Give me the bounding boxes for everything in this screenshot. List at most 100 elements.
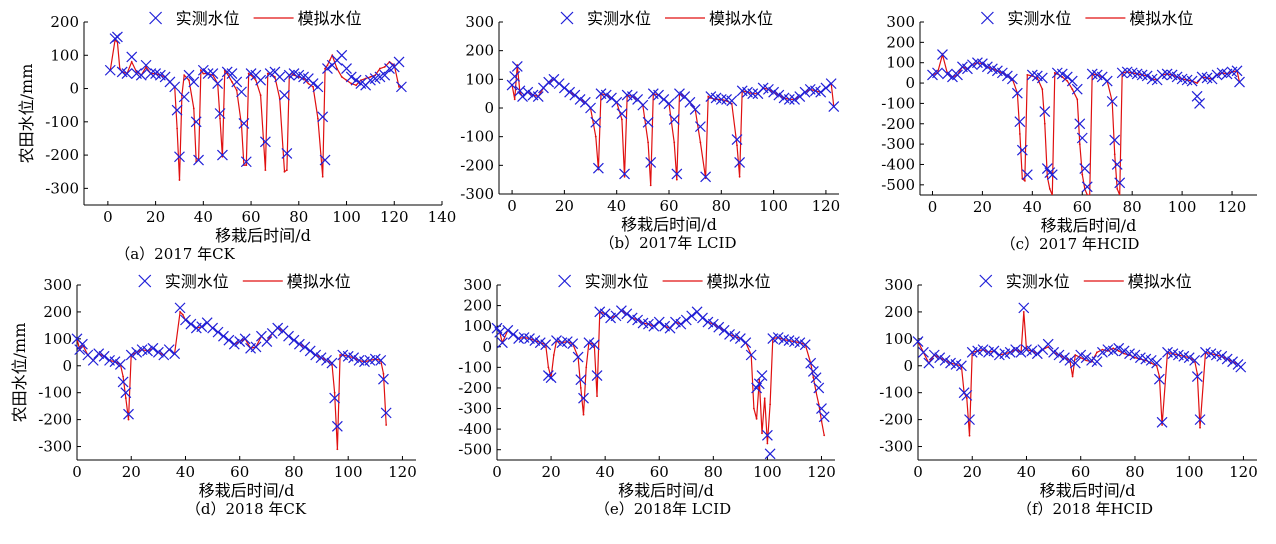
observed-point — [1153, 373, 1165, 385]
observed-point — [74, 344, 86, 356]
x-tick-label: 60 — [659, 197, 678, 215]
legend-label-simulated: 模拟水位 — [1129, 9, 1193, 28]
x-tick-label: 100 — [753, 463, 782, 481]
observed-point — [952, 69, 963, 81]
chart-panel-6: 0 20 40 60 80 100 120 -300 -200 -100 0 100 200 300 移栽后… — [879, 272, 1257, 518]
observed-point — [588, 339, 600, 351]
observed-point — [1145, 354, 1157, 366]
x-axis-label: 移栽后时间/d — [618, 481, 714, 500]
observed-point — [569, 89, 581, 101]
observed-point — [312, 81, 324, 93]
observed-point — [283, 330, 294, 342]
observed-point — [572, 351, 584, 363]
panel-caption: （d）2018 年CK — [186, 500, 307, 518]
observed-point — [825, 78, 837, 90]
observed-point — [939, 354, 951, 366]
observed-point — [1156, 416, 1168, 428]
observed-point — [1096, 71, 1108, 83]
simulated-point — [183, 74, 186, 77]
observed-point — [218, 330, 229, 342]
x-tick-label: 0 — [913, 463, 923, 481]
observed-point — [212, 78, 224, 89]
observed-point — [135, 69, 147, 81]
observed-point — [307, 78, 319, 89]
x-tick-label: 0 — [492, 463, 502, 481]
observed-point — [1141, 70, 1153, 82]
simulated-point — [181, 313, 184, 316]
observed-point — [599, 308, 611, 320]
observed-point — [393, 56, 405, 68]
simulated-point — [755, 417, 758, 420]
observed-point — [658, 93, 670, 105]
observed-point — [1109, 134, 1121, 146]
simulated-point — [127, 418, 130, 421]
observed-point — [255, 74, 267, 86]
observed-point — [1018, 302, 1030, 314]
x-tick-label: 20 — [973, 198, 992, 216]
simulated-point — [1023, 179, 1026, 182]
y-tick-label: 0 — [484, 99, 494, 117]
observed-point — [731, 134, 743, 145]
simulated-point — [1036, 77, 1039, 79]
observed-point — [120, 387, 132, 399]
observed-point — [380, 407, 392, 419]
observed-point — [145, 68, 157, 79]
observed-point — [961, 389, 973, 401]
simulated-point — [1018, 133, 1021, 135]
x-tick-label: 80 — [704, 463, 723, 481]
observed-point — [279, 89, 290, 101]
observed-point — [820, 82, 832, 94]
observed-point — [217, 149, 228, 161]
observed-point — [745, 349, 757, 361]
x-tick-label: 40 — [176, 463, 195, 481]
simulated-point — [176, 127, 178, 130]
observed-point — [574, 93, 586, 105]
x-tick-label: 0 — [507, 197, 517, 215]
observed-point — [202, 68, 214, 79]
observed-point — [1066, 75, 1078, 87]
observed-point — [977, 344, 989, 356]
observed-point — [917, 346, 929, 358]
observed-point — [1021, 169, 1033, 181]
observed-point — [1183, 352, 1195, 364]
simulated-point — [231, 80, 233, 83]
observed-point — [1194, 97, 1206, 109]
panel-caption: （a）2017 年CK — [115, 245, 235, 263]
x-tick-label: 80 — [1125, 463, 1144, 481]
observed-point — [621, 308, 633, 320]
observed-point — [715, 93, 727, 105]
chart-panel-4: 0 20 40 60 80 100 120 -300 -200 -100 0 100 200 300 移栽后… — [10, 272, 417, 518]
observed-point — [375, 354, 387, 366]
observed-point — [747, 88, 759, 100]
observed-point — [1011, 87, 1023, 99]
observed-point — [1113, 342, 1125, 354]
observed-point — [142, 345, 153, 357]
y-tick-label: 0 — [62, 357, 72, 375]
observed-point — [378, 373, 389, 385]
y-tick-label: 300 — [463, 276, 492, 294]
observed-point — [76, 338, 88, 350]
simulated-point — [321, 175, 324, 178]
observed-point — [1071, 83, 1083, 95]
simulated-point — [673, 141, 676, 144]
observed-point — [923, 357, 935, 369]
x-tick-label: 100 — [332, 208, 361, 226]
observed-point — [768, 86, 780, 98]
observed-point — [331, 420, 343, 432]
observed-point — [1036, 72, 1048, 84]
observed-point — [193, 154, 204, 166]
observed-point — [98, 350, 110, 362]
observed-point — [697, 312, 708, 324]
observed-point — [548, 73, 560, 85]
observed-point — [109, 356, 121, 368]
observed-point — [675, 318, 687, 330]
observed-point — [585, 102, 596, 114]
observed-point — [713, 321, 725, 333]
x-tick-label: 60 — [242, 208, 261, 226]
observed-point — [616, 108, 628, 120]
observed-point — [1101, 75, 1113, 87]
observed-point — [996, 67, 1008, 79]
simulated-point — [1043, 122, 1046, 125]
observed-point — [937, 49, 948, 60]
y-tick-label: 200 — [43, 303, 72, 321]
